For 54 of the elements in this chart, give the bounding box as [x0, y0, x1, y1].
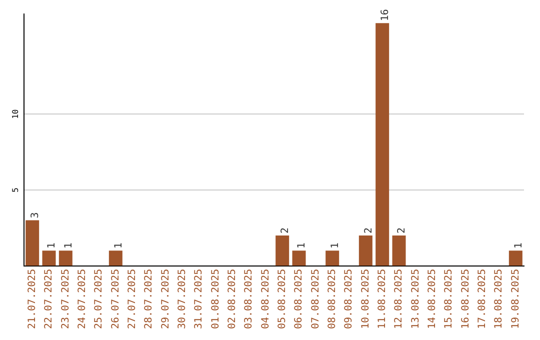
data-label: 2	[280, 227, 291, 234]
x-tick-label: 31.07.2025	[194, 268, 205, 330]
x-tick-label: 09.08.2025	[344, 268, 355, 330]
bar	[108, 250, 122, 266]
data-label: 1	[513, 242, 524, 249]
x-tick-label: 25.07.2025	[94, 268, 105, 330]
data-label: 1	[63, 242, 74, 249]
data-label: 3	[30, 212, 41, 218]
data-label: 2	[396, 227, 408, 234]
x-tick-label: 03.08.2025	[244, 268, 255, 330]
bar	[326, 250, 340, 266]
x-tick-label: 19.08.2025	[510, 268, 522, 330]
bar	[26, 220, 40, 266]
bar	[58, 250, 72, 266]
bar	[376, 23, 390, 266]
x-tick-label: 14.08.2025	[426, 268, 438, 330]
x-tick-label: 08.08.2025	[326, 268, 338, 330]
bar	[292, 250, 306, 266]
y-tick-label: 10	[11, 109, 20, 119]
x-tick-label: 28.07.2025	[144, 268, 155, 330]
data-label: 1	[296, 242, 308, 249]
data-label: 16	[380, 9, 391, 22]
x-tick-label: 18.08.2025	[494, 268, 505, 330]
x-tick-label: 24.07.2025	[76, 268, 88, 330]
x-tick-label: 04.08.2025	[260, 268, 272, 330]
x-tick-label: 16.08.2025	[460, 268, 472, 330]
data-label: 1	[46, 242, 58, 249]
data-label: 1	[330, 242, 341, 249]
x-tick-label: 06.08.2025	[294, 268, 305, 330]
x-tick-label: 23.07.2025	[60, 268, 72, 330]
x-tick-label: 27.07.2025	[126, 268, 138, 330]
x-tick-label: 30.07.2025	[176, 268, 188, 330]
data-label: 1	[113, 242, 124, 249]
x-tick-label: 22.07.2025	[44, 268, 55, 330]
x-tick-label: 29.07.2025	[160, 268, 172, 330]
x-tick-label: 01.08.2025	[210, 268, 222, 330]
bar	[392, 235, 406, 266]
x-tick-label: 02.08.2025	[226, 268, 238, 330]
x-tick-label: 11.08.2025	[376, 268, 388, 330]
x-tick-label: 17.08.2025	[476, 268, 488, 330]
x-tick-label: 07.08.2025	[310, 268, 322, 330]
bar	[358, 235, 372, 266]
x-tick-label: 05.08.2025	[276, 268, 288, 330]
data-label: 2	[363, 227, 374, 234]
x-tick-label: 10.08.2025	[360, 268, 372, 330]
x-tick-label: 21.07.2025	[26, 268, 38, 330]
y-tick-label: 5	[11, 187, 20, 192]
bar	[276, 235, 290, 266]
x-tick-label: 12.08.2025	[394, 268, 405, 330]
x-tick-label: 26.07.2025	[110, 268, 122, 330]
x-tick-label: 13.08.2025	[410, 268, 422, 330]
bar	[42, 250, 56, 266]
bar	[508, 250, 522, 266]
x-tick-label: 15.08.2025	[444, 268, 455, 330]
